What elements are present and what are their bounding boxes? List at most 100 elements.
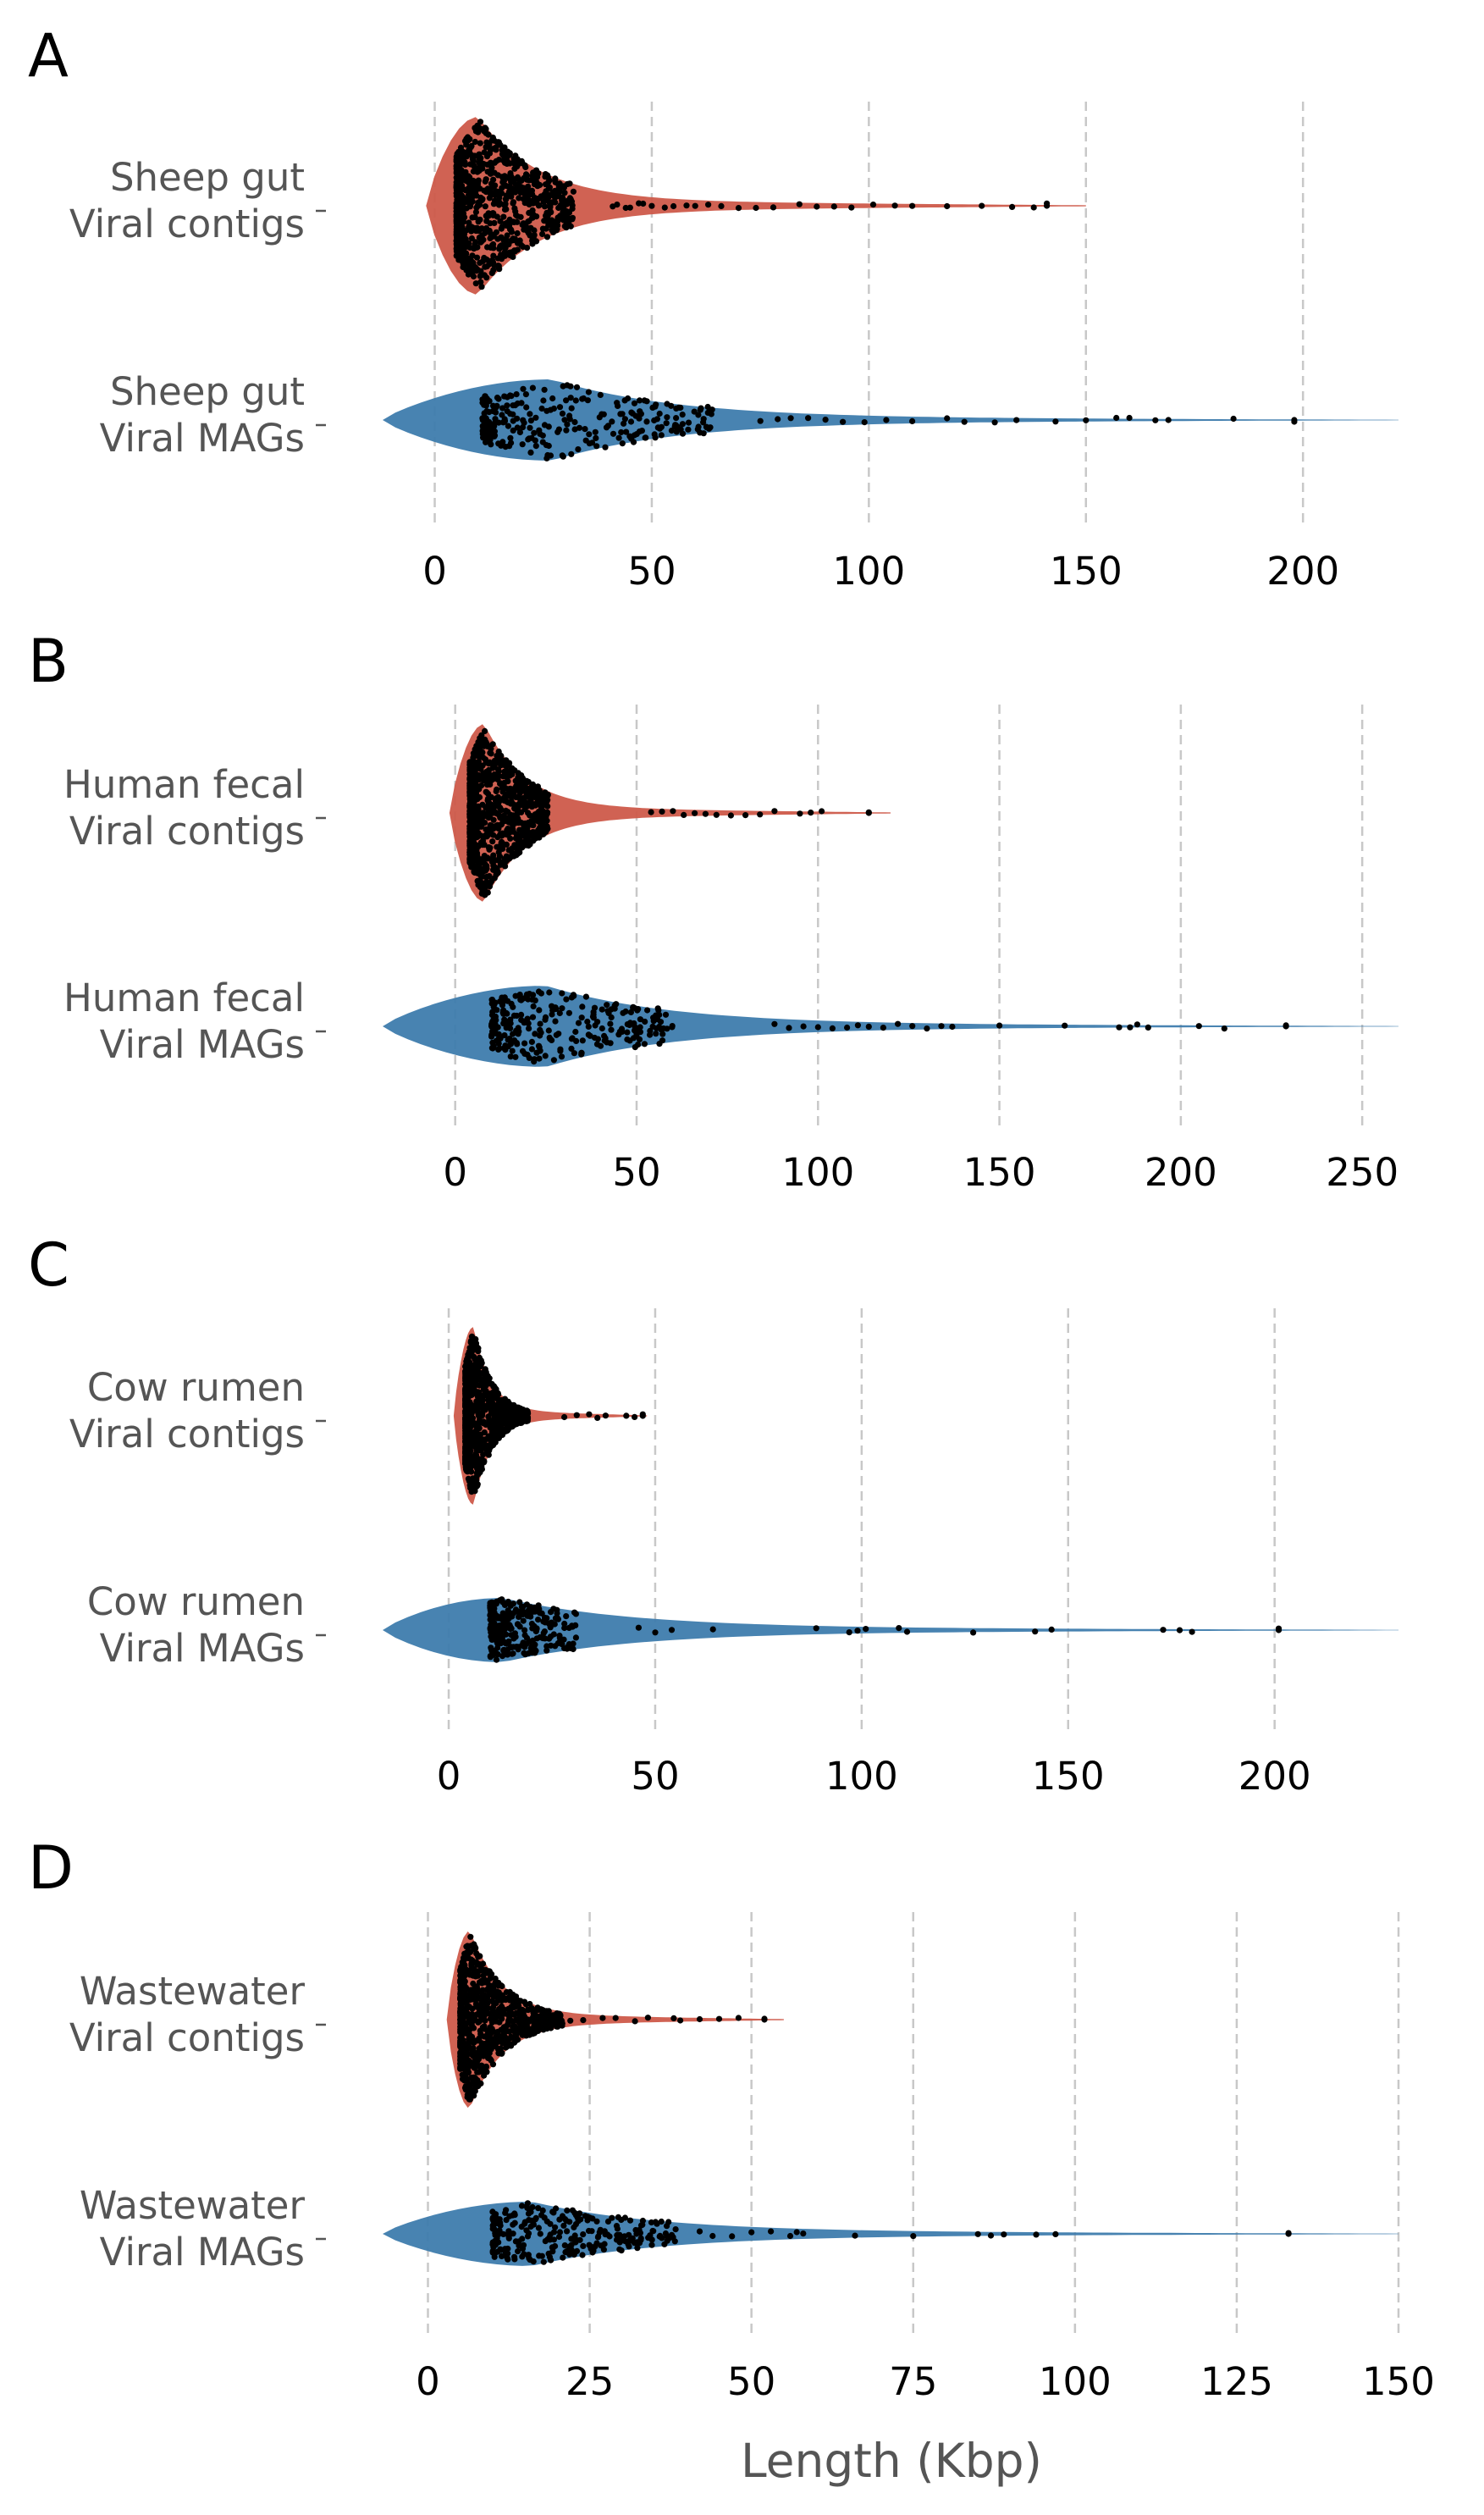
data-point: [488, 169, 495, 176]
data-point: [508, 2042, 515, 2049]
data-point: [695, 423, 702, 430]
data-point: [609, 418, 615, 425]
data-point: [571, 418, 578, 426]
data-point: [532, 1647, 539, 1654]
data-point: [500, 2230, 507, 2237]
data-point: [471, 1970, 477, 1976]
data-point: [488, 997, 495, 1003]
data-point: [475, 817, 482, 824]
data-point: [478, 1360, 485, 1367]
data-point: [546, 184, 554, 191]
data-point: [519, 424, 527, 431]
row-label-line: Cow rumen: [87, 1365, 305, 1410]
data-point: [521, 162, 528, 169]
data-point: [604, 1002, 610, 1009]
data-point: [500, 1646, 507, 1653]
data-point: [459, 202, 466, 208]
data-point: [571, 1050, 578, 1057]
data-point: [483, 274, 490, 281]
data-point: [620, 2235, 626, 2241]
data-point: [499, 1425, 505, 1432]
data-point: [483, 415, 490, 422]
data-point: [566, 412, 573, 419]
data-point: [527, 424, 533, 431]
data-point: [495, 1040, 502, 1047]
data-point: [478, 2002, 485, 2009]
data-point: [597, 391, 604, 398]
data-point: [822, 417, 829, 423]
data-point: [488, 1616, 495, 1622]
data-point: [495, 1434, 503, 1441]
data-point: [661, 204, 668, 211]
data-point: [1134, 1021, 1140, 1028]
data-point: [536, 427, 543, 434]
data-point: [483, 2009, 491, 2015]
data-point: [487, 794, 494, 801]
data-point: [624, 1029, 631, 1036]
data-point: [494, 2014, 500, 2020]
data-point: [457, 2024, 464, 2031]
data-point: [757, 417, 764, 424]
data-point: [479, 801, 486, 808]
data-point: [474, 202, 481, 209]
data-point: [813, 1625, 819, 1632]
row-label-line: Human fecal: [63, 762, 305, 807]
data-point: [473, 777, 480, 783]
data-point: [1152, 417, 1159, 423]
data-point: [679, 430, 687, 437]
data-point: [727, 812, 735, 819]
data-point: [648, 809, 654, 815]
data-point: [592, 428, 599, 435]
data-point: [487, 749, 494, 756]
data-point: [486, 759, 494, 766]
data-point: [478, 284, 485, 290]
data-point: [460, 1980, 466, 1987]
data-point: [614, 202, 621, 208]
data-point: [568, 994, 576, 1001]
data-point: [510, 402, 516, 409]
data-point: [521, 2219, 528, 2225]
data-point: [489, 741, 496, 748]
data-point: [903, 1628, 911, 1635]
data-point: [550, 1606, 557, 1612]
data-point: [648, 2219, 655, 2226]
row-contigs: Wastewater Viral contigs: [69, 1931, 784, 2109]
data-point: [664, 2223, 670, 2230]
data-point: [580, 2017, 587, 2024]
x-tick-label: 0: [422, 549, 447, 594]
data-point: [561, 417, 568, 423]
data-point: [516, 818, 522, 825]
data-point: [476, 1382, 483, 1389]
data-point: [524, 803, 531, 810]
data-point: [852, 2232, 858, 2239]
data-point: [490, 2008, 497, 2015]
data-point: [488, 1633, 494, 1640]
data-point: [510, 199, 517, 206]
data-point: [632, 2018, 638, 2025]
row-label-line: Viral contigs: [69, 202, 305, 246]
data-point: [587, 1032, 593, 1039]
data-point: [453, 252, 461, 259]
row-label-line: Wastewater: [80, 1969, 306, 2014]
data-point: [524, 2204, 531, 2212]
data-point: [604, 1039, 610, 1046]
data-point: [544, 803, 551, 810]
x-tick-label: 0: [416, 2359, 440, 2404]
data-point: [477, 279, 484, 285]
data-point: [468, 2033, 476, 2040]
data-point: [503, 235, 510, 243]
data-point: [490, 816, 497, 823]
data-point: [489, 2208, 496, 2215]
data-point: [539, 230, 546, 237]
data-point: [498, 242, 505, 249]
data-point: [552, 2224, 559, 2230]
data-point: [524, 227, 531, 234]
data-point: [529, 1014, 537, 1020]
data-point: [467, 1933, 474, 1940]
data-point: [462, 1441, 469, 1448]
data-point: [528, 819, 535, 826]
data-point: [498, 806, 505, 813]
data-point: [495, 1035, 502, 1042]
data-point: [621, 416, 629, 423]
data-point: [550, 2229, 558, 2236]
